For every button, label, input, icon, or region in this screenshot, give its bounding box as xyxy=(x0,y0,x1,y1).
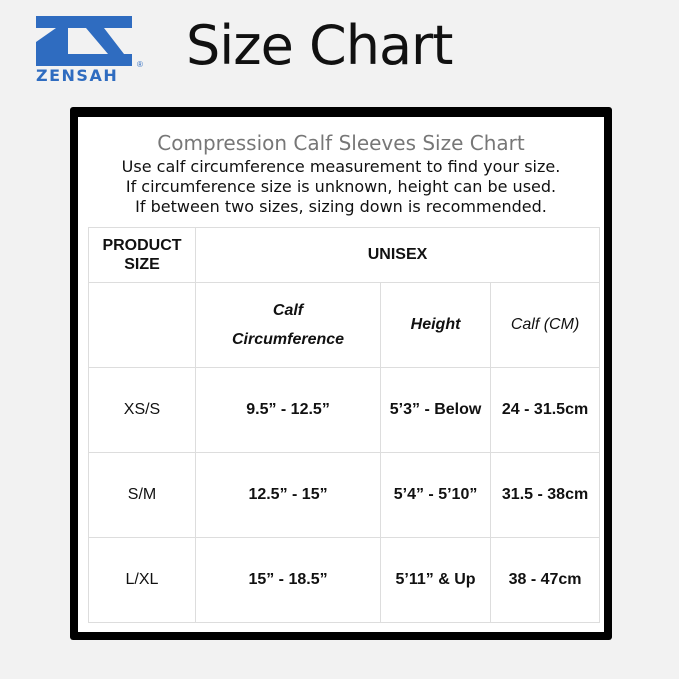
logo-wordmark: ZENSAH xyxy=(36,66,119,85)
header-unisex: UNISEX xyxy=(194,227,601,283)
cm-cell: 24 - 31.5cm xyxy=(490,367,601,453)
height-cell: 5’4” - 5’10” xyxy=(380,452,492,538)
note: If circumference size is unknown, height… xyxy=(125,177,557,196)
header-product-size: PRODUCT SIZE xyxy=(88,227,196,283)
chart-subtitle: Compression Calf Sleeves Size Chart xyxy=(157,131,525,155)
size-chart-panel: Compression Calf Sleeves Size Chart Use … xyxy=(78,117,604,632)
note: Use calf circumference measurement to fi… xyxy=(121,157,561,176)
header-calf-cm: Calf (CM) xyxy=(490,282,601,368)
size-cell: XS/S xyxy=(88,367,196,453)
cm-cell: 31.5 - 38cm xyxy=(490,452,601,538)
header-height: Height xyxy=(380,282,492,368)
cm-cell: 38 - 47cm xyxy=(490,537,601,623)
table-header-row: PRODUCT SIZE UNISEX xyxy=(88,227,601,283)
height-cell: 5’11” & Up xyxy=(380,537,492,623)
note: If between two sizes, sizing down is rec… xyxy=(135,197,547,216)
registered-icon: ® xyxy=(137,60,143,69)
table-row: L/XL 15” - 18.5” 5’11” & Up 38 - 47cm xyxy=(88,537,601,623)
chart-notes: Use calf circumference measurement to fi… xyxy=(78,157,604,217)
table-row: S/M 12.5” - 15” 5’4” - 5’10” 31.5 - 38cm xyxy=(88,452,601,538)
header-calf-circumference: Calf Circumference xyxy=(194,282,382,368)
empty-cell xyxy=(88,282,196,368)
calf-cell: 15” - 18.5” xyxy=(194,537,382,623)
size-chart-frame: Compression Calf Sleeves Size Chart Use … xyxy=(70,107,612,640)
calf-cell: 9.5” - 12.5” xyxy=(194,367,382,453)
zensah-logo xyxy=(36,16,132,66)
size-cell: S/M xyxy=(88,452,196,538)
calf-cell: 12.5” - 15” xyxy=(194,452,382,538)
table-row: XS/S 9.5” - 12.5” 5’3” - Below 24 - 31.5… xyxy=(88,367,601,453)
table-subheader-row: Calf Circumference Height Calf (CM) xyxy=(88,282,601,368)
size-cell: L/XL xyxy=(88,537,196,623)
page-title: Size Chart xyxy=(186,14,453,77)
height-cell: 5’3” - Below xyxy=(380,367,492,453)
size-table: PRODUCT SIZE UNISEX Calf Circumference H… xyxy=(88,227,601,623)
